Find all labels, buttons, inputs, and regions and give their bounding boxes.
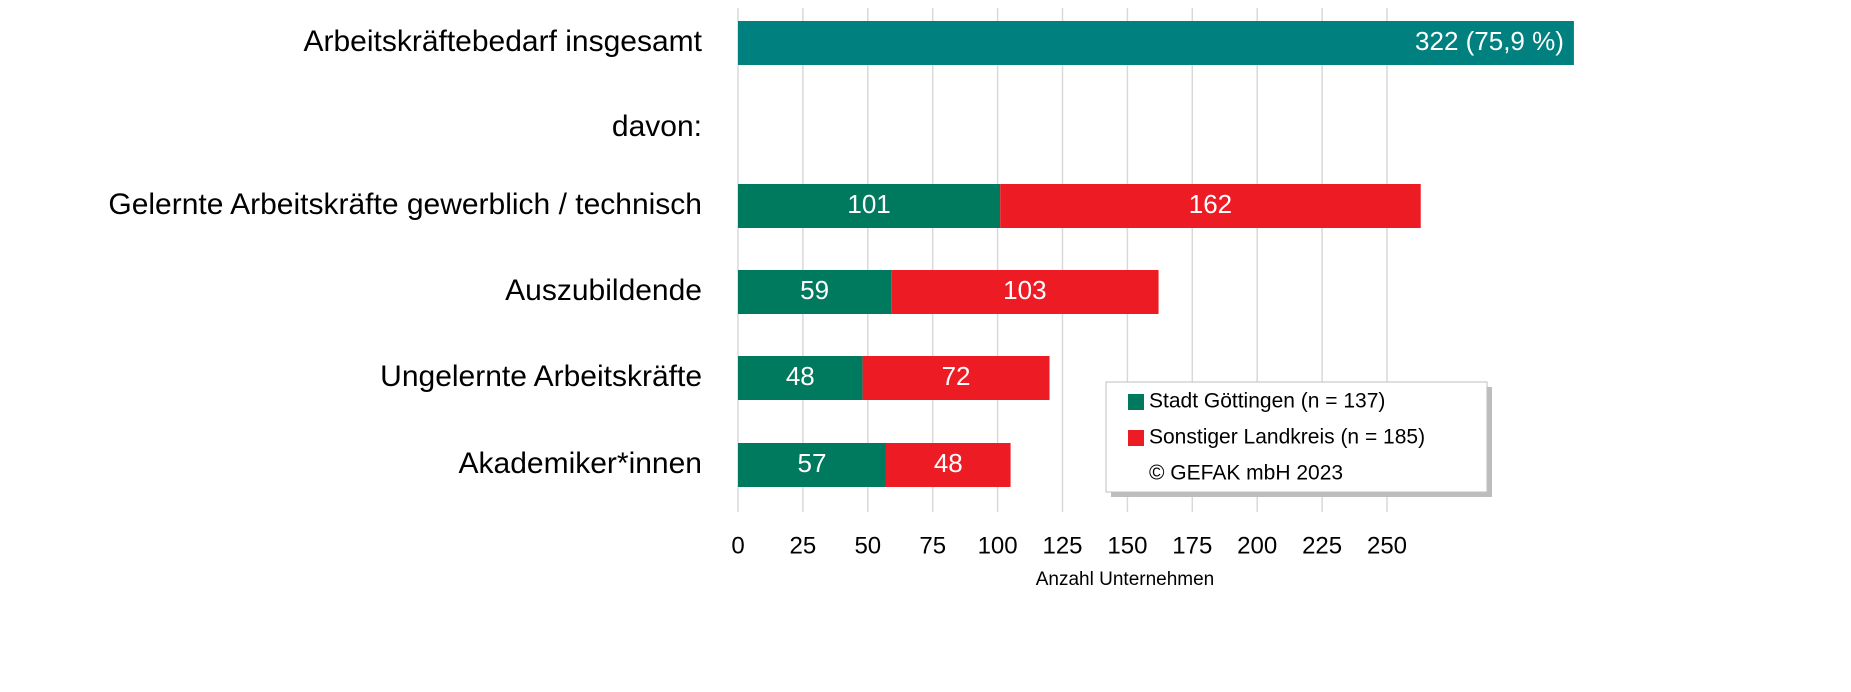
x-tick-label: 100 [978,532,1018,559]
bar-segment [738,356,863,400]
bars [738,21,1574,487]
value-label: 57 [798,448,827,478]
value-label: 59 [800,275,829,305]
legend-swatch [1128,394,1144,410]
x-tick-label: 75 [919,532,946,559]
bar-segment [891,270,1159,314]
y-tick-label: Gelernte Arbeitskräfte gewerblich / tech… [108,188,702,221]
value-label: 101 [847,189,890,219]
x-tick-label: 0 [731,532,744,559]
bar-segment [738,270,892,314]
value-label: 72 [942,361,971,391]
x-tick-label: 25 [790,532,817,559]
x-tick-label: 225 [1302,532,1342,559]
x-tick-label: 150 [1107,532,1147,559]
legend [1105,381,1488,493]
total-bar [738,21,1574,65]
value-label: 322 (75,9 %) [1415,26,1564,56]
legend-swatch [1128,430,1144,446]
value-label: 48 [934,448,963,478]
y-tick-label: Auszubildende [505,274,702,307]
y-tick-label: Ungelernte Arbeitskräfte [380,360,702,393]
value-label: 48 [786,361,815,391]
bar-segment [862,356,1050,400]
source: © GEFAK mbH 2023 [1149,462,1343,485]
bar-segment [1000,184,1421,228]
y-tick-label: davon: [612,110,702,143]
x-tick-label: 250 [1367,532,1407,559]
x-tick-label: 125 [1042,532,1082,559]
value-label: 103 [1003,275,1046,305]
value-label: 162 [1189,189,1232,219]
bar-segment [738,184,1001,228]
bar-segment [738,443,886,487]
y-tick-label: Arbeitskräftebedarf insgesamt [303,25,702,58]
x-tick-label: 200 [1237,532,1277,559]
x-axis-label: Anzahl Unternehmen [1036,569,1215,590]
x-tick-label: 50 [854,532,881,559]
y-tick-label: Akademiker*innen [459,447,702,480]
bar-segment [885,443,1011,487]
legend-label: Stadt Göttingen (n = 137) [1149,390,1385,413]
legend-label: Sonstiger Landkreis (n = 185) [1149,426,1425,449]
x-tick-label: 175 [1172,532,1212,559]
